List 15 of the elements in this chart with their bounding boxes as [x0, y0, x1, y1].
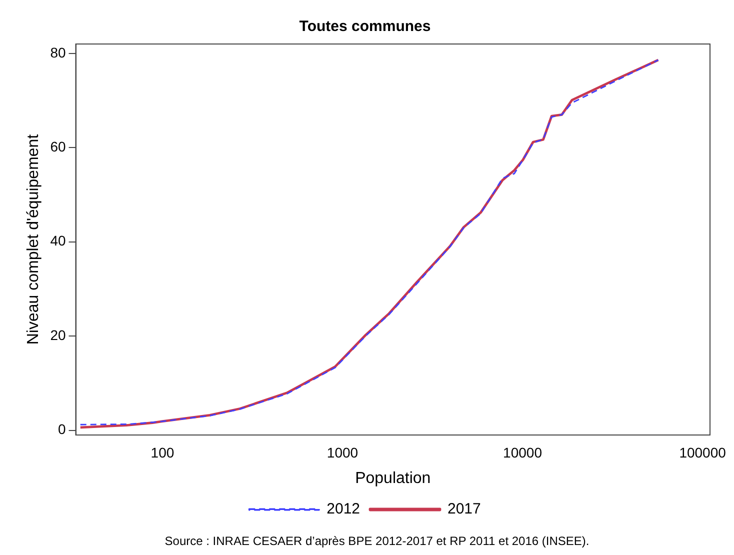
x-tick-label: 100 — [150, 444, 174, 460]
y-tick-label: 60 — [50, 138, 66, 154]
x-tick-label: 100000 — [679, 444, 726, 460]
y-tick-label: 0 — [58, 421, 66, 438]
legend-label: 2017 — [448, 500, 481, 518]
chart-title: Toutes communes — [299, 18, 431, 36]
source-note: Source : INRAE CESAER d’après BPE 2012-2017 et RP 2011 et 2016 (INSEE). — [164, 534, 590, 548]
legend-label: 2012 — [326, 500, 360, 518]
y-tick-label: 40 — [50, 232, 66, 249]
x-tick-label: 10000 — [503, 444, 542, 460]
y-tick-label: 80 — [50, 44, 66, 60]
x-tick-label: 1000 — [326, 444, 358, 460]
x-axis-title: Population — [355, 470, 431, 487]
y-axis-title: Niveau complet d'équipement — [25, 134, 42, 345]
y-tick-label: 20 — [50, 326, 66, 343]
